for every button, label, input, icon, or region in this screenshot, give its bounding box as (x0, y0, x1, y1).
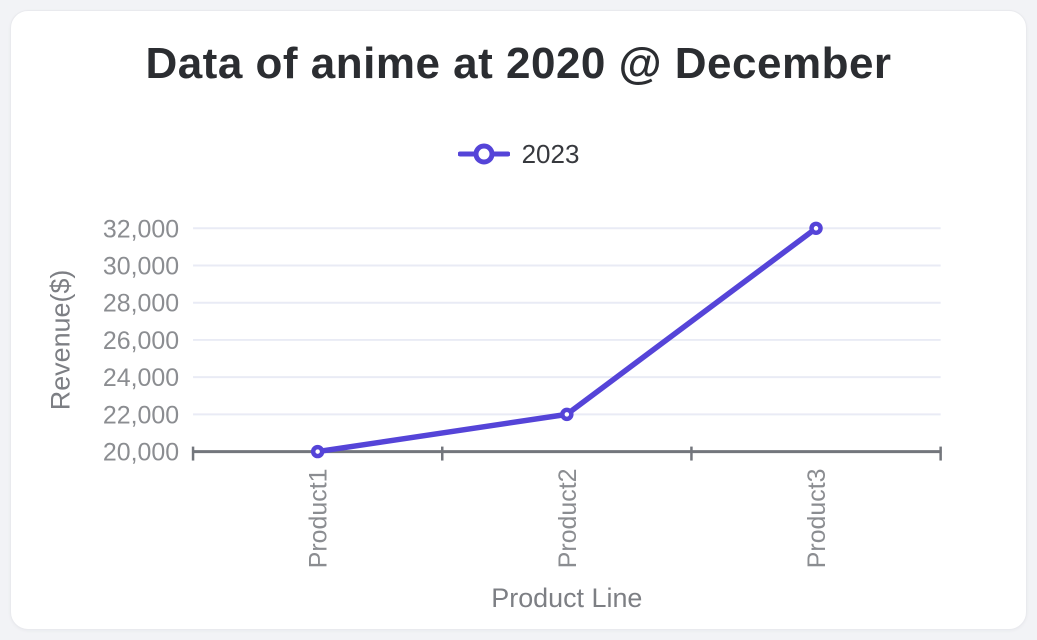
y-tick-label-26000: 26,000 (103, 327, 179, 355)
legend-item-2023[interactable]: 2023 (11, 139, 1026, 169)
x-tick-label-product2: Product2 (554, 469, 582, 569)
x-tick-label-product1: Product1 (305, 469, 333, 569)
data-point-product1[interactable] (310, 444, 325, 459)
legend-line-marker-icon (457, 143, 510, 165)
y-tick-label-24000: 24,000 (103, 364, 179, 392)
x-axis-title: Product Line (491, 583, 642, 613)
data-point-product2[interactable] (560, 407, 574, 422)
y-tick-label-20000: 20,000 (103, 439, 179, 467)
y-tick-label-30000: 30,000 (103, 252, 179, 280)
data-point-product3[interactable] (809, 221, 823, 236)
legend-label: 2023 (521, 138, 580, 169)
line-chart-plot: 20,000 22,000 24,000 26,000 28,000 30,000 32,0… (45, 215, 942, 613)
y-axis-title: Revenue($) (45, 270, 75, 411)
y-tick-label-22000: 22,000 (103, 401, 179, 429)
chart-title: Data of anime at 2020 @ December (145, 39, 892, 88)
legend-marker-circle (473, 143, 495, 165)
chart-card: Data of anime at 2020 @ December 2023 20… (10, 10, 1027, 630)
y-tick-label-32000: 32,000 (103, 215, 179, 243)
y-tick-label-28000: 28,000 (103, 290, 179, 318)
x-tick-label-product3: Product3 (803, 469, 831, 569)
